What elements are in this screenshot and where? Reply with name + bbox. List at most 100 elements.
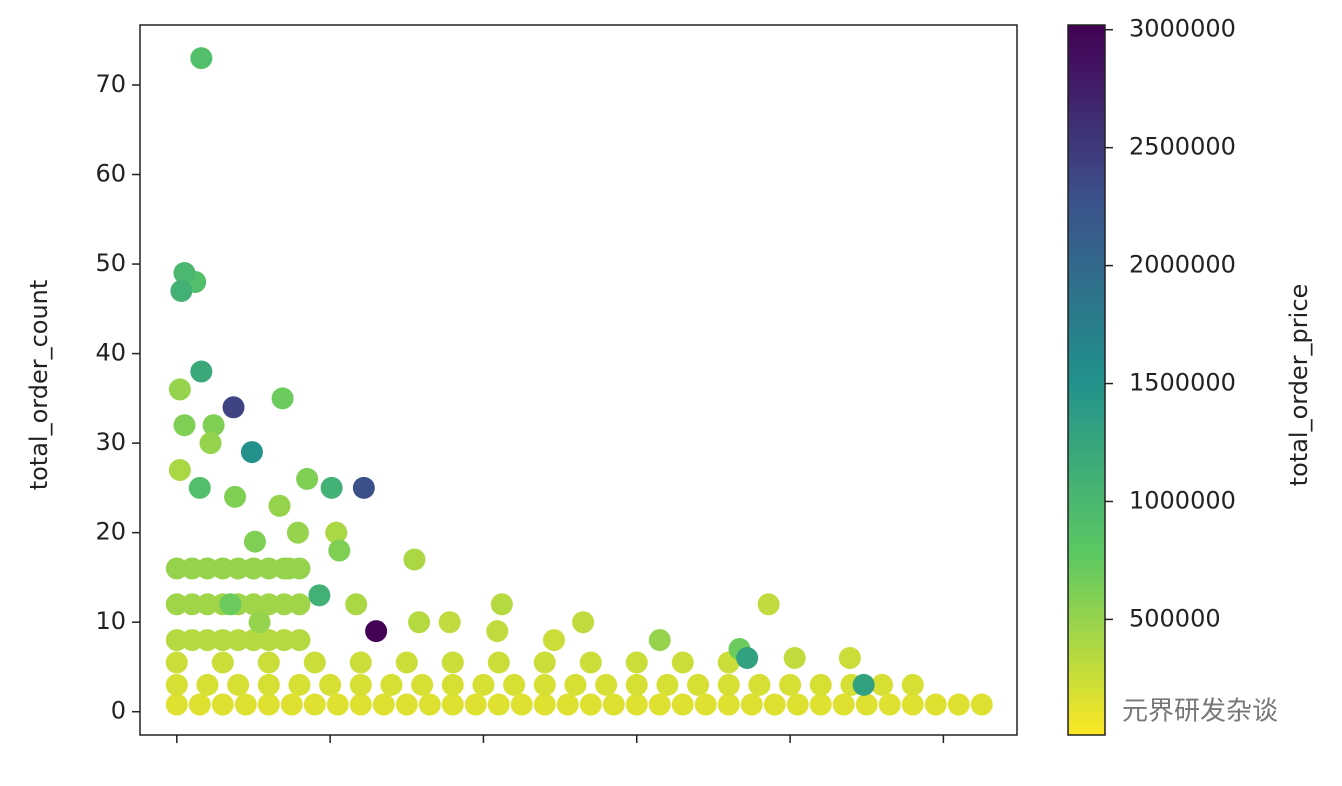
point [320,476,343,499]
point [190,360,213,383]
point [165,629,188,652]
point [222,396,245,419]
point [671,651,694,674]
point [832,693,855,716]
y-axis-label: total_order_count [25,280,53,491]
point [349,673,372,696]
point [190,47,213,70]
plot-frame [139,24,1018,736]
point [418,693,441,716]
point [395,651,418,674]
point [579,651,602,674]
point [240,441,263,464]
point [648,629,671,652]
point [273,593,296,616]
point [572,611,595,634]
point [271,387,294,410]
point [211,693,234,716]
point [648,693,671,716]
point [288,673,311,696]
point [464,693,487,716]
point [438,611,461,634]
point [199,432,222,455]
point [694,693,717,716]
point [242,557,265,580]
point [257,629,280,652]
point [211,557,234,580]
colorbar-tick-label: 1000000 [1129,486,1236,514]
point [441,693,464,716]
point [403,548,426,571]
point [838,647,861,670]
point [408,611,431,634]
point [227,629,250,652]
point [947,693,970,716]
y-tick-label: 0 [111,697,126,725]
point [326,693,349,716]
point [165,557,188,580]
point [542,629,565,652]
point [242,629,265,652]
point [328,539,351,562]
point [181,557,204,580]
point [268,494,291,517]
point [625,651,648,674]
point [181,593,204,616]
point [227,557,250,580]
point [273,629,296,652]
point [740,693,763,716]
y-tick-label: 70 [95,70,126,98]
point [487,651,510,674]
point [779,673,802,696]
point [349,693,372,716]
y-tick-label: 40 [95,339,126,367]
point [303,651,326,674]
point [924,693,947,716]
point [280,693,303,716]
point [181,629,204,652]
point [227,673,250,696]
point [579,693,602,716]
point [196,593,219,616]
point [595,673,618,696]
point [487,693,510,716]
point [325,521,348,544]
point [165,673,188,696]
point [257,651,280,674]
colorbar-tick-label: 2500000 [1129,133,1236,161]
point [345,593,368,616]
point [234,693,257,716]
colorbar-tick-label: 500000 [1129,604,1221,632]
point [533,651,556,674]
point [441,673,464,696]
point [490,593,513,616]
point [901,693,924,716]
point [196,629,219,652]
point [349,651,372,674]
y-tick-label: 30 [95,428,126,456]
colorbar-tick-label: 3000000 [1129,15,1236,43]
point [786,693,809,716]
point [296,467,319,490]
point [248,611,271,634]
point [257,673,280,696]
point [196,557,219,580]
point [242,593,265,616]
point [257,693,280,716]
point [878,693,901,716]
point [852,673,875,696]
point [809,673,832,696]
point [556,693,579,716]
point [503,673,526,696]
point [748,673,771,696]
point [564,673,587,696]
point [288,593,311,616]
point [188,693,211,716]
colorbar-tick-label: 2000000 [1129,251,1236,279]
colorbar-tick-label: 1500000 [1129,369,1236,397]
watermark: 元界研发杂谈 [1122,697,1278,727]
point [352,476,375,499]
point [286,521,309,544]
point [472,673,495,696]
